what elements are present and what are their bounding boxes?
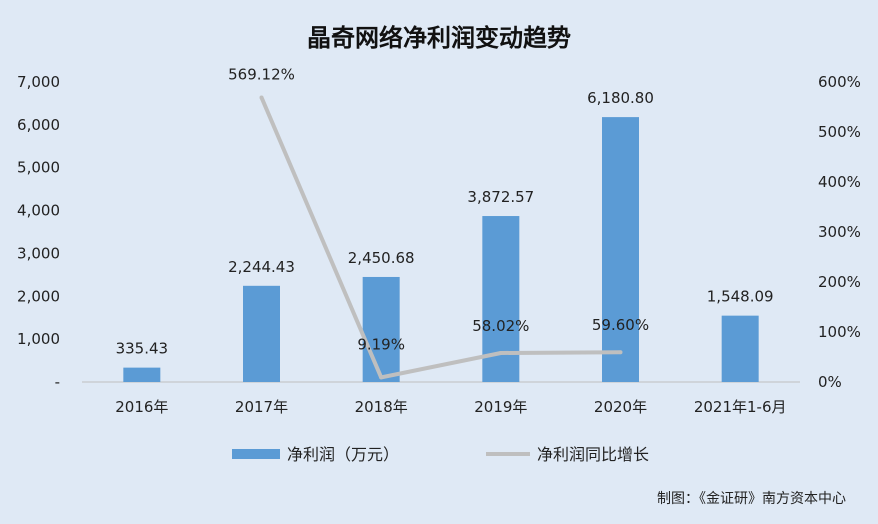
legend-bar-label: 净利润（万元）	[287, 445, 399, 464]
left-tick-label: 1,000	[17, 330, 60, 348]
bar	[243, 285, 280, 382]
left-tick-label: 7,000	[17, 73, 60, 91]
right-tick-label: 0%	[818, 373, 842, 391]
bar-data-label: 2,450.68	[348, 249, 415, 267]
left-tick-label: 3,000	[17, 244, 60, 262]
bar	[721, 315, 759, 382]
bar-series	[123, 117, 759, 382]
right-tick-label: 200%	[818, 273, 861, 291]
legend-bar-swatch	[232, 449, 280, 459]
bar	[362, 276, 400, 382]
chart-title: 晶奇网络净利润变动趋势	[307, 24, 571, 52]
x-tick-label: 2020年	[594, 398, 647, 416]
left-tick-label: 5,000	[17, 159, 60, 177]
x-axis: 2016年 2017年 2018年 2019年 2020年 2021年1-6月	[82, 381, 800, 416]
line-data-label: 58.02%	[472, 317, 529, 335]
right-tick-label: 600%	[818, 73, 861, 91]
bar-data-label: 2,244.43	[228, 258, 295, 276]
legend: 净利润（万元） 净利润同比增长	[232, 445, 649, 464]
left-tick-label: 4,000	[17, 202, 60, 220]
line-data-label: 9.19%	[357, 335, 405, 353]
right-tick-label: 300%	[818, 223, 861, 241]
left-axis: - 1,000 2,000 3,000 4,000 5,000 6,000 7,000	[17, 73, 60, 391]
growth-point	[618, 350, 623, 355]
bar	[602, 117, 639, 382]
right-axis: 0% 100% 200% 300% 400% 500% 600%	[818, 73, 861, 391]
growth-point	[259, 95, 264, 100]
left-tick-label: 6,000	[17, 116, 60, 134]
growth-point	[379, 375, 384, 380]
right-tick-label: 100%	[818, 323, 861, 341]
legend-line-label: 净利润同比增长	[537, 445, 649, 464]
right-tick-label: 500%	[818, 123, 861, 141]
bar-data-label: 3,872.57	[467, 188, 534, 206]
line-series	[259, 95, 623, 380]
x-tick-label: 2017年	[235, 398, 288, 416]
growth-line	[259, 96, 621, 380]
x-tick-label: 2018年	[355, 398, 408, 416]
line-data-label: 569.12%	[228, 65, 295, 83]
data-labels: 335.43 2,244.43 2,450.68 3,872.57 6,180.80 1,…	[116, 65, 774, 357]
bar-data-label: 335.43	[116, 340, 169, 358]
right-tick-label: 400%	[818, 173, 861, 191]
left-tick-label: 2,000	[17, 287, 60, 305]
left-tick-label: -	[55, 373, 60, 391]
x-tick-label: 2016年	[115, 398, 168, 416]
x-tick-label: 2019年	[474, 398, 527, 416]
bar-data-label: 6,180.80	[587, 89, 654, 107]
bar	[123, 367, 161, 382]
growth-point	[498, 350, 503, 355]
credit-text: 制图：《金证研》南方资本中心	[657, 491, 846, 507]
line-data-label: 59.60%	[592, 316, 649, 334]
bar-data-label: 1,548.09	[707, 288, 774, 306]
x-tick-label: 2021年1-6月	[694, 398, 787, 416]
